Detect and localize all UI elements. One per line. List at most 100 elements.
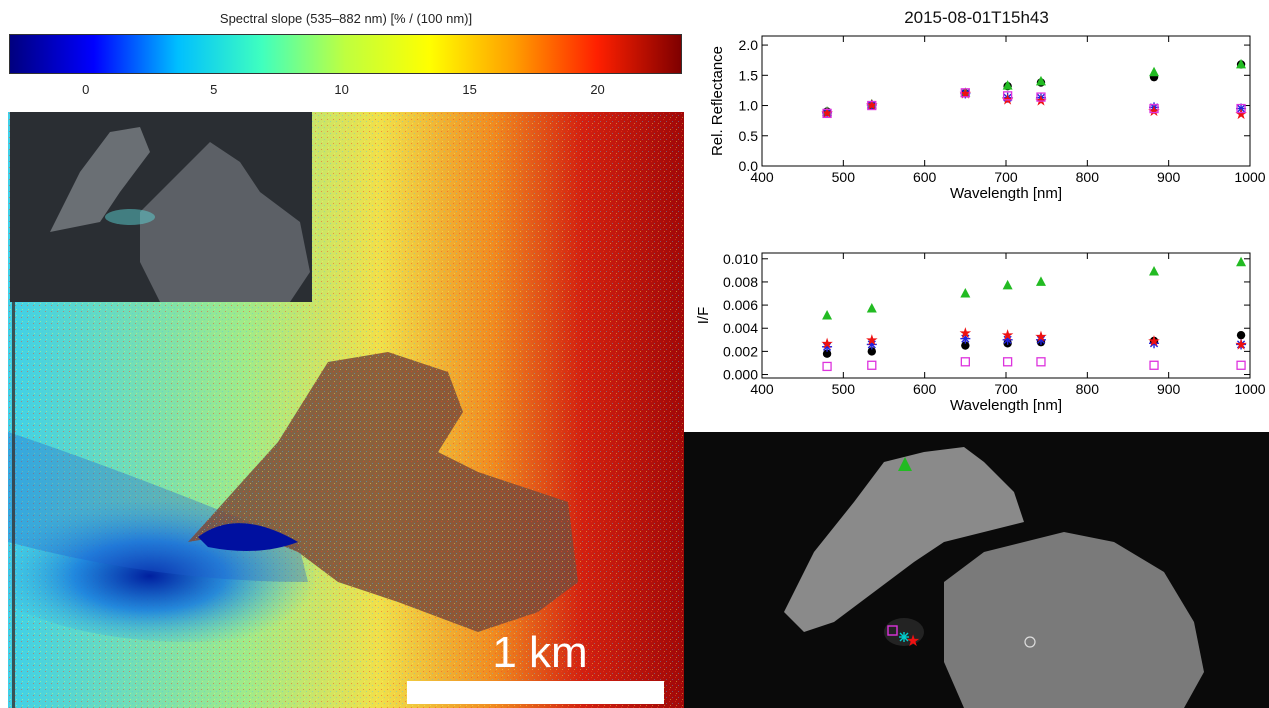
data-point (1149, 338, 1160, 349)
y-tick-label: 1.0 (739, 98, 759, 114)
asterisk-stroke (1036, 335, 1046, 344)
colorbar-title: Spectral slope (535–882 nm) [% / (100 nm… (219, 11, 473, 26)
data-point (1236, 58, 1247, 69)
data-point: ★ (959, 85, 972, 102)
data-point: ★ (1234, 106, 1247, 123)
x-tick-label: 500 (832, 381, 856, 397)
data-point (961, 341, 970, 350)
x-tick-label: 700 (994, 381, 1018, 397)
x-tick-label: 400 (750, 169, 774, 185)
data-point (866, 303, 877, 313)
asterisk-stroke (961, 334, 970, 343)
x-tick-label: 1000 (1234, 169, 1265, 185)
data-point (1002, 91, 1013, 101)
y-tick-label: 0.5 (739, 128, 759, 144)
x-tick-label: 800 (1076, 381, 1100, 397)
x-tick-label: 1000 (1234, 381, 1265, 397)
data-point: ★ (959, 325, 972, 342)
slope-map-graphic (8, 112, 684, 708)
data-point (822, 361, 832, 372)
asterisk-stroke (1149, 339, 1159, 348)
data-point: ★ (1147, 333, 1160, 350)
if-plot: 400 500 600 700 800 900 1000 0.000 0.002 0.004 0.0… (695, 251, 1266, 414)
data-point (1035, 75, 1046, 86)
y-tick-label: 0.004 (723, 320, 758, 336)
x-tick-label: 500 (832, 169, 856, 185)
data-point (1149, 266, 1160, 276)
data-point (1149, 66, 1160, 77)
data-point: ★ (820, 105, 833, 122)
x-axis-label: Wavelength [nm] (950, 185, 1062, 202)
data-point (1149, 360, 1159, 370)
plot-frame (761, 252, 1251, 379)
y-tick-label: 0.010 (723, 251, 758, 267)
data-point (1236, 360, 1246, 370)
context-inset-image (10, 112, 312, 302)
data-point: ★ (865, 97, 878, 114)
colorbar (9, 34, 682, 74)
locator-image: ★ (684, 432, 1269, 708)
y-tick-label: 0.0 (739, 158, 759, 174)
y-axis-label: Rel. Reflectance (709, 46, 726, 156)
reflectance-plot: 400 500 600 700 800 900 1000 0.0 0.5 1.0 1.5 2.0 Wav… (709, 35, 1266, 202)
colorbar-tick: 10 (334, 82, 349, 97)
data-point: ★ (1234, 336, 1247, 353)
colorbar-tick: 5 (210, 82, 218, 97)
y-tick-label: 0.000 (723, 367, 758, 383)
data-point (822, 341, 833, 352)
data-point (822, 107, 833, 118)
data-point (1036, 92, 1046, 102)
data-point (960, 357, 970, 367)
data-point (1036, 357, 1046, 367)
data-point (866, 339, 877, 350)
data-point (822, 349, 832, 358)
data-point (1035, 334, 1046, 345)
y-axis-label: I/F (695, 307, 712, 325)
x-tick-label: 600 (913, 169, 937, 185)
data-point (867, 360, 877, 370)
data-point (1002, 334, 1013, 345)
data-point: ★ (1034, 328, 1047, 345)
x-tick-label: 700 (994, 169, 1018, 185)
y-tick-label: 0.006 (723, 297, 758, 313)
asterisk-stroke (1236, 340, 1246, 349)
x-tick-label: 400 (750, 381, 774, 397)
data-point (1236, 103, 1246, 114)
y-tick-label: 0.002 (723, 343, 758, 359)
data-point (1236, 256, 1247, 267)
data-point (867, 347, 876, 356)
data-point (1002, 80, 1013, 90)
spectral-slope-map (8, 112, 684, 708)
asterisk-stroke (1003, 335, 1012, 344)
data-point (1002, 357, 1013, 367)
data-point: ★ (820, 335, 833, 352)
y-tick-label: 1.5 (739, 67, 759, 83)
data-point (822, 108, 832, 119)
asterisk-stroke (867, 100, 876, 110)
context-inset-graphic (10, 112, 312, 302)
data-point: ★ (865, 332, 878, 349)
x-tick-label: 800 (1076, 169, 1100, 185)
data-point (1035, 276, 1046, 286)
svg-text:★: ★ (906, 633, 920, 650)
plot-title: 2015-08-01T15h43 (904, 8, 1049, 27)
scalebar (407, 681, 664, 704)
colorbar-tick: 15 (462, 82, 477, 97)
scalebar-label: 1 km (492, 628, 588, 677)
data-point (960, 333, 971, 344)
asterisk-stroke (822, 108, 832, 117)
data-point (867, 100, 877, 111)
y-tick-label: 0.008 (723, 274, 758, 290)
asterisk-stroke (961, 89, 970, 98)
colorbar-tick: 20 (590, 82, 605, 97)
data-point (1236, 330, 1246, 340)
asterisk-stroke (1236, 104, 1246, 113)
asterisk-stroke (1036, 93, 1046, 102)
locator-graphic: ★ (684, 432, 1269, 708)
data-point (1002, 279, 1013, 290)
colorbar-tick: 0 (82, 82, 90, 97)
x-axis-label: Wavelength [nm] (950, 397, 1062, 414)
data-point (1149, 103, 1159, 114)
data-point (822, 310, 833, 320)
asterisk-stroke (822, 342, 832, 351)
